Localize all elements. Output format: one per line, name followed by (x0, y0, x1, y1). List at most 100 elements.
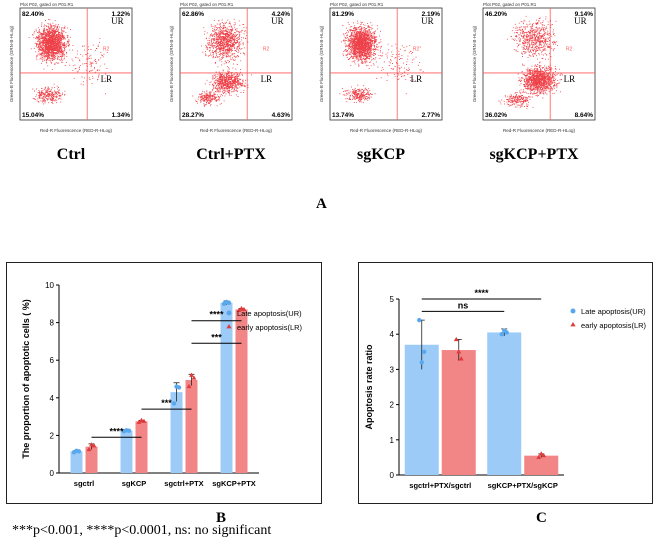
flow-y-axis-label: Green-B Fluorescence (GRN-B-HLog) (169, 25, 174, 102)
y-tick-label: 4 (390, 330, 395, 339)
flow-quadrant-lr: 4.63% (272, 112, 291, 119)
data-point-early (236, 307, 242, 312)
legend-marker-early (226, 324, 232, 329)
bar-late (487, 332, 522, 475)
panel-letter-a: A (316, 196, 327, 212)
flow-x-axis-label: Red-R Fluorescence (RED-R-HLog) (40, 128, 113, 133)
data-point-late (419, 360, 424, 365)
panel-letter-c: C (536, 510, 547, 526)
chart-panel-b: 0 2 4 6 8 10 The proportion of apoptotic cells… (6, 262, 322, 504)
chart-panel-c: 0 1 2 3 4 5 Apoptosis rate ratio sgctrl+PTX/sgc… (358, 262, 653, 504)
flow-label-ur: UR (271, 16, 284, 26)
data-point-early (189, 372, 194, 377)
flow-y-axis-label: Green-B Fluorescence (GRN-B-HLog) (9, 25, 14, 102)
y-tick-label: 2 (390, 401, 395, 410)
flow-svg: Plot P02, gated on P01.R1 46.20% 9.14% 36.0… (472, 2, 596, 133)
flow-quadrant-ll: 13.74% (332, 112, 354, 119)
y-tick-label: 3 (390, 365, 395, 374)
flow-header: Plot P02, gated on P01.R1 (330, 2, 384, 7)
flow-quadrant-lr: 1.34% (112, 112, 131, 119)
data-point-early (86, 446, 92, 452)
bar-early (135, 421, 148, 473)
data-point-late (504, 330, 509, 335)
flow-y-axis-label: Green-B Fluorescence (GRN-B-HLog) (319, 25, 324, 102)
significance-label: **** (109, 426, 124, 436)
footnote: ***p<0.001, ****p<0.0001, ns: no signifi… (12, 523, 272, 538)
x-tick-label: sgKCP+PTX (212, 479, 256, 488)
flow-quadrant-ur: 1.22% (112, 11, 131, 18)
x-tick-label: sgctrl+PTX/sgctrl (409, 481, 471, 490)
legend-marker-late (570, 308, 576, 314)
flow-frame (179, 7, 293, 121)
chart-c-svg: 0 1 2 3 4 5 Apoptosis rate ratio sgctrl+PTX/sgc… (364, 288, 647, 490)
legend-marker-late (226, 310, 232, 316)
bar-late (70, 451, 83, 473)
flow-quadrant-ll: 15.04% (22, 112, 44, 119)
y-tick-label: 0 (390, 471, 395, 480)
flow-label-sgkcp: sgKCP (357, 146, 405, 163)
flow-quadrant-ul: 81.29% (332, 11, 354, 18)
legend-label-late: Late apoptosis(UR) (581, 307, 646, 316)
legend-marker-early (570, 322, 576, 327)
bar-late (170, 392, 183, 473)
flow-quadrant-lr: 8.64% (575, 112, 594, 119)
flow-dots (339, 20, 424, 104)
flow-label-lr: LR (101, 74, 113, 84)
data-point-late (417, 317, 422, 323)
flow-quadrant-ur: 4.24% (272, 11, 291, 18)
flow-x-axis-label: Red-R Fluorescence (RED-R-HLog) (503, 128, 576, 133)
legend-label-late: Late apoptosis(UR) (237, 309, 302, 318)
flow-plot-ctrl: Plot P02, gated on P01.R1 82.40% 1.22% 15.0… (6, 0, 136, 138)
y-tick-label: 10 (45, 281, 54, 290)
data-point-early (89, 442, 94, 447)
significance-label: **** (474, 288, 489, 298)
flow-quadrant-ul: 62.86% (182, 11, 204, 18)
data-point-late (126, 428, 132, 433)
legend-label-early: early apoptosis(LR) (581, 321, 647, 330)
flow-region-label: R2 (413, 47, 420, 53)
x-tick-label: sgctrl (74, 479, 94, 488)
flow-frame (329, 7, 443, 121)
data-point-early (541, 453, 547, 458)
flow-label-lr: LR (564, 74, 576, 84)
y-tick-label: 5 (390, 295, 395, 304)
flow-label-ur: UR (111, 16, 124, 26)
data-point-early (186, 383, 192, 389)
flow-quadrant-ur: 2.19% (422, 11, 441, 18)
legend-label-early: early apoptosis(LR) (237, 323, 303, 332)
bar-early (524, 455, 559, 475)
flow-plot-sgkcp: Plot P02, gated on P01.R1 81.29% 2.19% 13.7… (316, 0, 446, 138)
flow-region-label: R2 (103, 47, 110, 53)
data-point-early (191, 375, 197, 380)
x-tick-label: sgctrl+PTX (164, 479, 203, 488)
data-point-early (139, 417, 144, 422)
data-point-late (422, 349, 427, 354)
y-tick-label: 0 (50, 469, 55, 478)
y-tick-label: 8 (50, 319, 55, 328)
flow-quadrant-ll: 28.27% (182, 112, 204, 119)
data-point-early (91, 443, 97, 448)
flow-x-axis-label: Red-R Fluorescence (RED-R-HLog) (350, 128, 423, 133)
y-axis-title: The proportion of apoptotic cells ( %) (21, 299, 31, 459)
flow-header: Plot P02, gated on P01.R1 (20, 2, 74, 7)
data-point-early (458, 356, 464, 361)
flow-y-axis-label: Green-B Fluorescence (GRN-B-HLog) (472, 25, 477, 102)
bar-late (120, 430, 133, 473)
flow-dots (28, 18, 111, 105)
significance-label: *** (211, 332, 222, 342)
y-tick-label: 2 (50, 431, 55, 440)
flow-label-ur: UR (574, 16, 587, 26)
flow-plot-ctrl-ptx: Plot P02, gated on P01.R1 62.86% 4.24% 28.2… (166, 0, 296, 138)
y-axis-title: Apoptosis rate ratio (364, 344, 374, 430)
data-point-early (241, 306, 247, 312)
significance-label: **** (209, 310, 224, 320)
y-tick-label: 4 (50, 394, 55, 403)
x-tick-label: sgKCP+PTX/sgKCP (488, 481, 558, 490)
flow-quadrant-ur: 9.14% (575, 11, 594, 18)
flow-dot-cloud (28, 18, 111, 105)
data-point-late (226, 300, 232, 306)
data-point-early (456, 349, 462, 354)
data-point-early (453, 336, 459, 342)
flow-label-ctrl: Ctrl (56, 146, 86, 163)
data-point-late (499, 332, 504, 337)
